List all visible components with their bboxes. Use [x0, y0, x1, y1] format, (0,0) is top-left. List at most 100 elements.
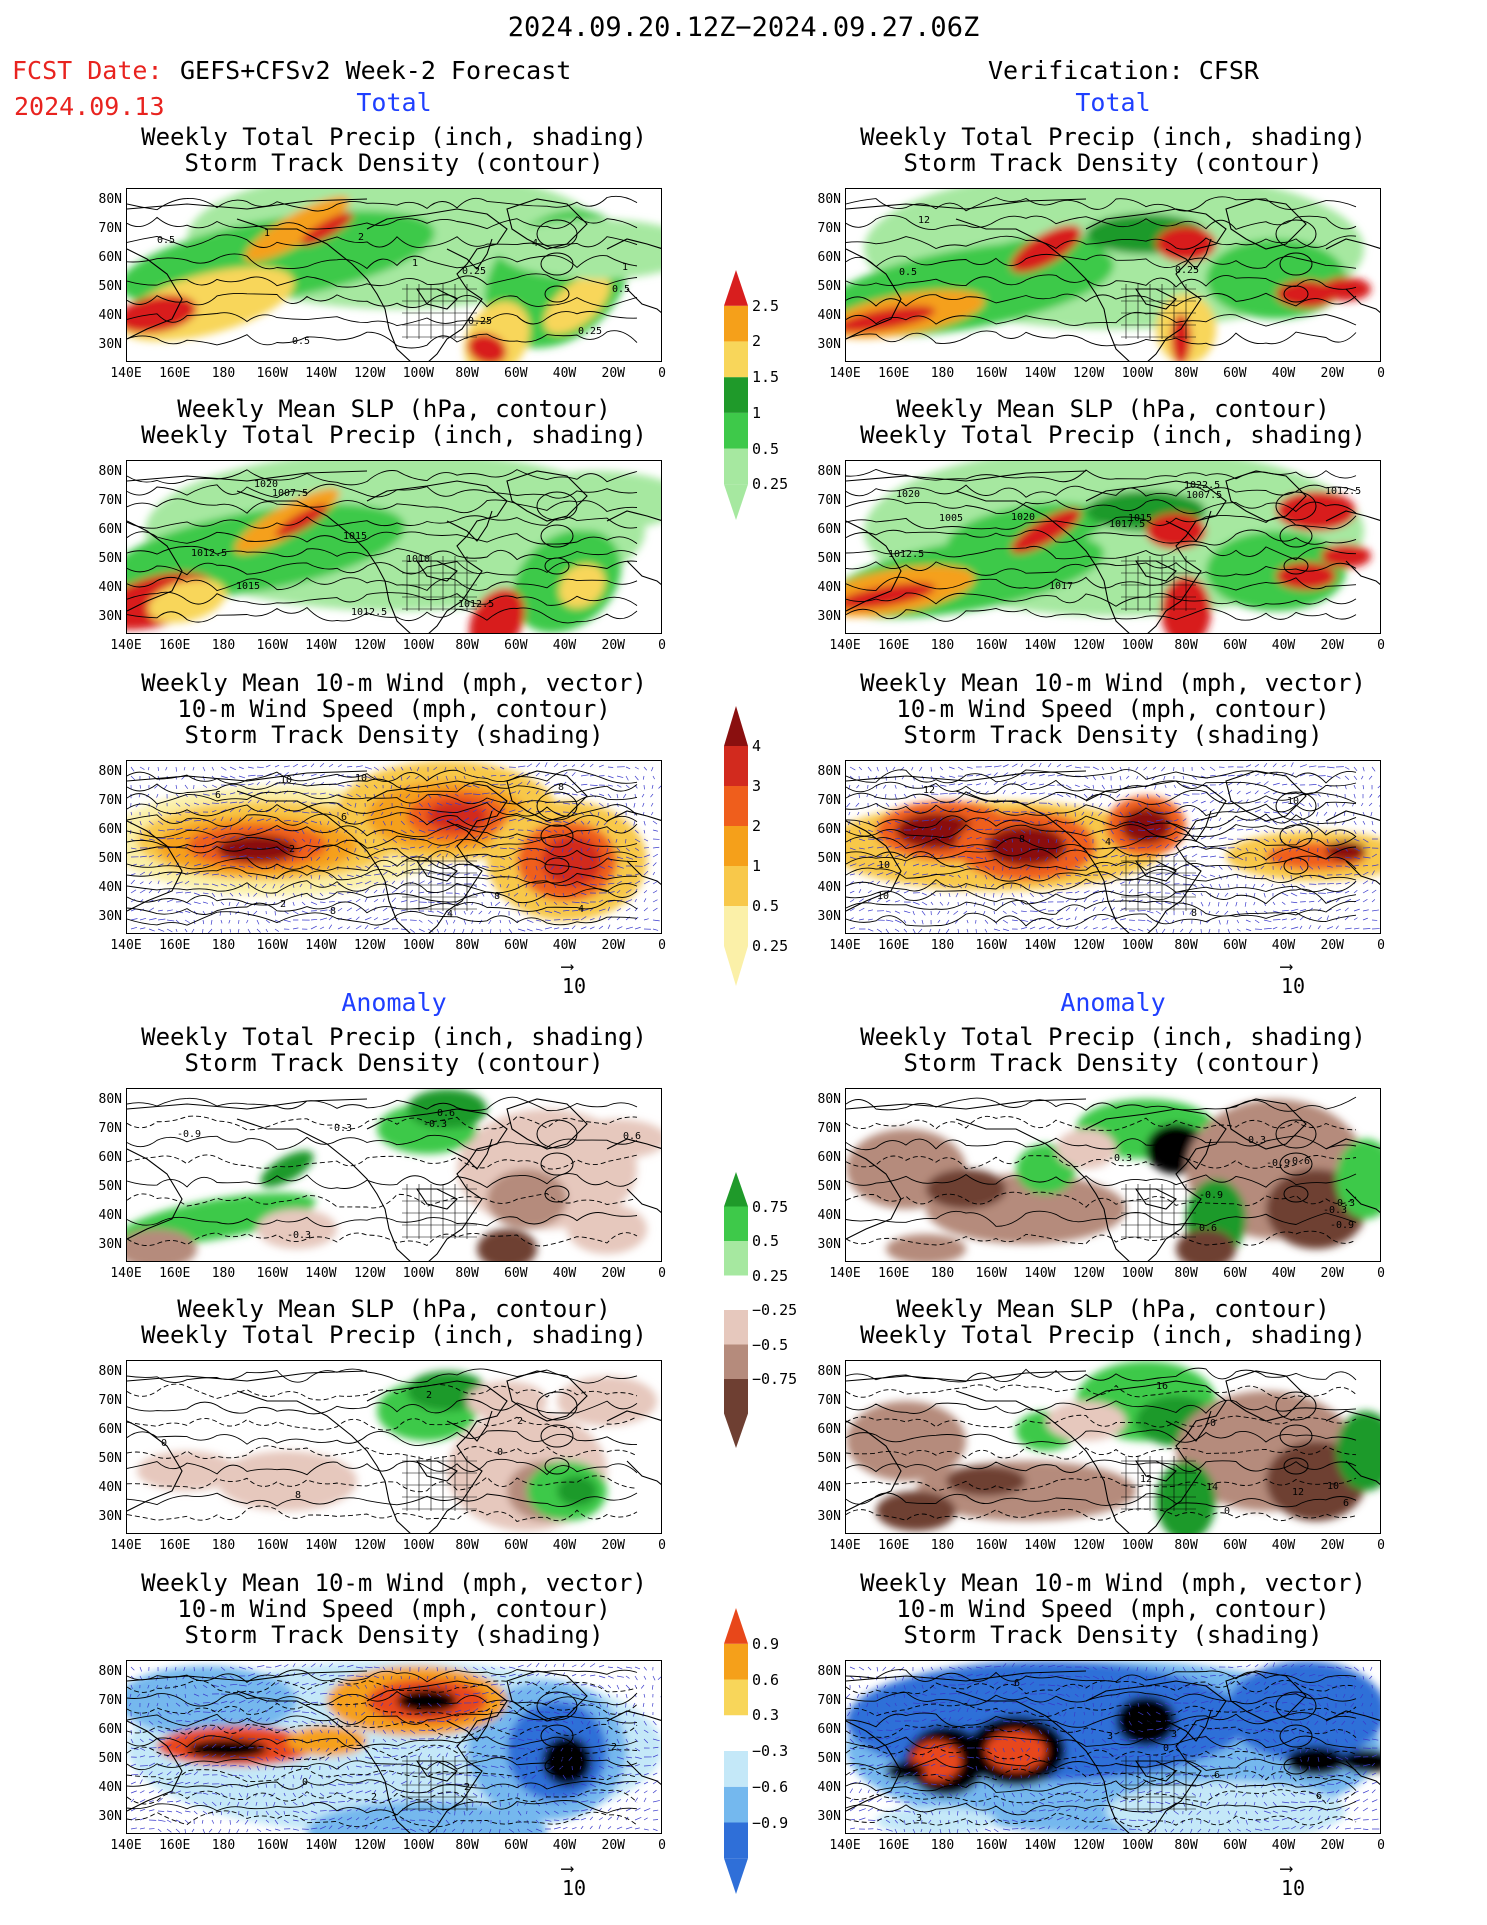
colorbar-segment: [724, 1241, 748, 1276]
map-panel-5-verif: 12 10 12 16 14 0 0 6: [845, 1360, 1381, 1534]
lat-label: 60N: [817, 250, 841, 265]
panel-title: Weekly Mean 10-m Wind (mph, vector): [141, 669, 647, 697]
shading-region: [260, 1150, 314, 1188]
lat-label: 40N: [817, 580, 841, 595]
section-total: Total: [1075, 88, 1151, 117]
contour-label: 8: [330, 906, 336, 917]
map-panel-3-verif: 4 10 12 8 8 10 10: [845, 760, 1381, 934]
lat-label: 40N: [98, 308, 122, 323]
contour-label: 4: [1105, 837, 1111, 848]
shading-region: [127, 1229, 197, 1261]
colorbar-segment: [724, 1310, 748, 1345]
contour-label: 1022.5: [1184, 480, 1220, 491]
colorbar-segment: [724, 1206, 748, 1241]
shading-region: [397, 1689, 457, 1713]
contour-label: 2: [464, 1782, 470, 1793]
lat-label: 80N: [98, 1664, 122, 1679]
colorbar-segment: [724, 1786, 748, 1823]
contour-label: 10: [878, 860, 890, 871]
lon-label: 140E: [829, 1538, 861, 1553]
panel-title: Storm Track Density (shading): [903, 1621, 1323, 1649]
lon-label: 140E: [110, 366, 142, 381]
contour-label: 6: [1214, 1770, 1220, 1781]
colorbar-segment: [724, 786, 748, 826]
lon-label: 160E: [878, 1266, 910, 1281]
lon-label: 180: [930, 1838, 955, 1853]
lon-label: 20W: [1320, 1538, 1344, 1553]
lon-label: 100W: [402, 366, 435, 381]
lon-label: 100W: [1121, 1266, 1154, 1281]
colorbar-segment: [724, 826, 748, 866]
colorbar-segment: [724, 1643, 748, 1680]
panel-title: Weekly Mean 10-m Wind (mph, vector): [141, 1569, 647, 1597]
vector-reference-value: 10: [562, 974, 587, 998]
lon-label: 160W: [975, 366, 1007, 381]
lat-label: 50N: [98, 551, 122, 566]
lon-label: 140E: [110, 638, 142, 653]
colorbar-segment: [724, 746, 748, 786]
colorbar-precip-anomaly: [724, 1172, 748, 1448]
lon-label: 20W: [1320, 1838, 1344, 1853]
lon-label: 40W: [552, 1266, 577, 1281]
contour-label: 2: [426, 1390, 432, 1401]
colorbar-segment: [724, 1751, 748, 1787]
lon-label: 60W: [1223, 938, 1247, 953]
lon-label: 20W: [1320, 938, 1344, 953]
colorbar-label: 1.5: [752, 368, 780, 387]
lat-label: 50N: [817, 551, 841, 566]
lon-label: 80W: [455, 638, 479, 653]
lon-label: 60W: [504, 1266, 528, 1281]
colorbar-label: 0.3: [752, 1706, 780, 1725]
lon-label: 80W: [455, 1838, 479, 1853]
panel-title: Weekly Mean 10-m Wind (mph, vector): [860, 669, 1366, 697]
contour-label: -0.3: [1108, 1153, 1132, 1164]
lon-label: 160W: [256, 366, 288, 381]
panel-title: 10-m Wind Speed (mph, contour): [896, 695, 1330, 723]
lon-label: 100W: [402, 1266, 435, 1281]
contour-label: 8: [1191, 908, 1197, 919]
contour-label: 2: [289, 844, 295, 855]
lon-label: 180: [211, 1538, 236, 1553]
contour-label: 1020: [1011, 512, 1035, 523]
contour-label: 0.5: [157, 235, 175, 246]
shading-region: [886, 1761, 926, 1781]
lon-label: 160W: [975, 1538, 1007, 1553]
lon-label: 140E: [110, 1838, 142, 1853]
lon-label: 160W: [975, 1838, 1007, 1853]
contour-label: -0.3: [1323, 1205, 1347, 1216]
lat-label: 60N: [817, 1422, 841, 1437]
colorbar-segment: [724, 866, 748, 906]
lon-label: 120W: [353, 1538, 386, 1553]
lon-label: 80W: [455, 1538, 479, 1553]
verification-label: Verification: CFSR: [988, 56, 1259, 85]
lon-label: 60W: [504, 366, 528, 381]
contour-label: 0.5: [899, 267, 917, 278]
lat-label: 50N: [98, 1751, 122, 1766]
lon-label: 160E: [159, 938, 191, 953]
colorbar-label: 0.5: [752, 897, 780, 915]
contour-label: 0.5: [612, 284, 630, 295]
lat-label: 60N: [98, 522, 122, 537]
colorbar-label: 0.6: [752, 1670, 780, 1689]
contour-label: 6: [1014, 1678, 1020, 1689]
shading-region: [127, 1666, 297, 1736]
panel-title: Weekly Mean SLP (hPa, contour): [177, 395, 611, 423]
colorbar-label: 1: [752, 403, 762, 422]
lat-label: 30N: [98, 337, 122, 352]
lon-label: 40W: [1271, 1838, 1296, 1853]
lon-label: 0: [658, 366, 666, 381]
section-anomaly: Anomaly: [341, 988, 447, 1017]
lon-label: 20W: [601, 366, 625, 381]
lon-label: 40W: [552, 366, 577, 381]
lon-label: 140E: [110, 938, 142, 953]
colorbar-segment: [724, 270, 748, 306]
lon-label: 180: [211, 938, 236, 953]
lat-label: 70N: [817, 1121, 841, 1136]
lon-label: 20W: [1320, 638, 1344, 653]
shading-region: [567, 1119, 661, 1159]
lon-label: 140W: [1024, 1538, 1056, 1553]
colorbar-segment: [724, 906, 748, 946]
panel-title: Weekly Total Precip (inch, shading): [860, 1321, 1366, 1349]
contour-label: -0.9: [1199, 1190, 1223, 1201]
lon-label: 20W: [1320, 366, 1344, 381]
